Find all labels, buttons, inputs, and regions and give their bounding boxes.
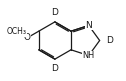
Text: D: D	[51, 64, 58, 73]
Text: N: N	[85, 21, 92, 30]
Text: D: D	[51, 8, 58, 17]
Text: NH: NH	[83, 51, 95, 60]
Text: OCH₃: OCH₃	[7, 27, 27, 36]
Text: O: O	[24, 33, 31, 42]
Text: D: D	[106, 36, 113, 45]
